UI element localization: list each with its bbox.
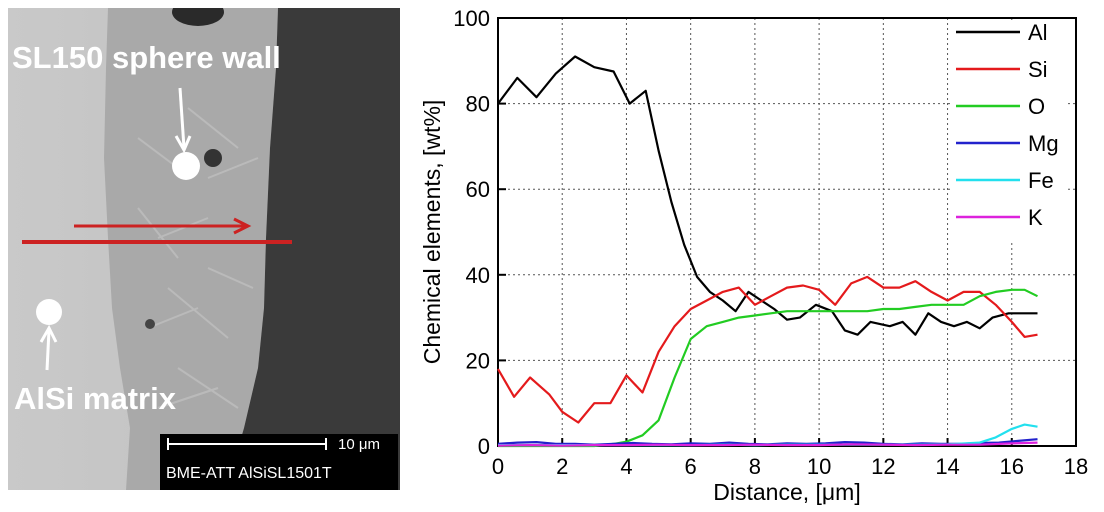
x-tick-label: 14: [935, 454, 959, 479]
top-notch: [172, 8, 224, 26]
legend-label-fe: Fe: [1028, 168, 1054, 193]
y-tick-label: 0: [478, 434, 490, 459]
series-line-si: [497, 275, 1038, 424]
series-line-o: [498, 288, 1038, 448]
info-text: BME-ATT AlSiSL1501T: [166, 465, 332, 482]
pointer-arrow-wall: [174, 87, 192, 154]
pore: [145, 319, 155, 329]
y-tick-label: 20: [466, 348, 490, 373]
series-line-fe: [498, 423, 1038, 447]
y-tick-label: 100: [453, 6, 490, 31]
y-axis-label: Chemical elements, [wt%]: [419, 100, 445, 365]
legend-background: [950, 20, 1068, 242]
pore: [204, 149, 222, 167]
legend-label-al: Al: [1028, 20, 1048, 45]
x-tick-label: 12: [871, 454, 895, 479]
x-axis-label: Distance, [μm]: [713, 479, 860, 505]
x-tick-label: 8: [749, 454, 761, 479]
series-lines: [497, 55, 1038, 448]
x-tick-label: 10: [807, 454, 831, 479]
y-tick-label: 40: [466, 263, 490, 288]
scan-lines: [22, 217, 292, 244]
legend-label-o: O: [1028, 94, 1045, 119]
x-tick-label: 0: [492, 454, 504, 479]
legend: Al Si O Mg Fe K: [950, 20, 1068, 242]
x-tick-label: 4: [620, 454, 632, 479]
series-line-k: [497, 441, 1038, 447]
y-tick-label: 60: [466, 177, 490, 202]
sphere-wall-band: [104, 8, 278, 490]
sphere-wall-label: SL150 sphere wall: [12, 40, 281, 75]
x-tick-label: 2: [556, 454, 568, 479]
pointer-arrow-matrix: [39, 324, 58, 371]
legend-label-k: K: [1028, 205, 1043, 230]
x-tick-label: 6: [685, 454, 697, 479]
scale-bar-label: 10 μm: [338, 436, 380, 453]
series-line-al: [497, 55, 1038, 336]
dendrite-texture: [137, 107, 259, 409]
y-tick-label: 80: [466, 92, 490, 117]
measurement-point-wall: [172, 152, 200, 180]
x-tick-label: 18: [1064, 454, 1088, 479]
legend-label-si: Si: [1028, 57, 1048, 82]
x-tick-label: 16: [1000, 454, 1024, 479]
measurement-point-matrix: [36, 299, 62, 325]
matrix-label: AlSi matrix: [14, 381, 177, 416]
element-profile-chart: 0 2 4 6 8 10 12 14 16 18 0 20 40 60 80 100 Al Si O Mg Fe K D…: [419, 6, 1088, 505]
legend-label-mg: Mg: [1028, 131, 1059, 156]
scale-bar: [167, 438, 327, 450]
sphere-cavity: [226, 8, 400, 490]
sem-micrograph: SL150 sphere wall AlSi matrix 10 μm BME-…: [8, 8, 400, 490]
scan-arrow-head: [233, 217, 252, 235]
